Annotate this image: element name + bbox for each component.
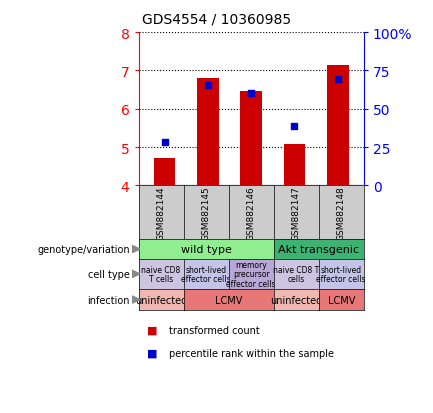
Text: short-lived
effector cells: short-lived effector cells bbox=[317, 265, 366, 284]
Text: uninfected: uninfected bbox=[135, 295, 187, 305]
Text: GSM882147: GSM882147 bbox=[292, 185, 301, 240]
Text: memory
precursor
effector cells: memory precursor effector cells bbox=[226, 260, 276, 288]
Text: ■: ■ bbox=[147, 325, 158, 335]
Text: GDS4554 / 10360985: GDS4554 / 10360985 bbox=[142, 12, 291, 26]
Text: LCMV: LCMV bbox=[215, 295, 242, 305]
Text: GSM882145: GSM882145 bbox=[202, 185, 210, 240]
Text: GSM882148: GSM882148 bbox=[337, 185, 346, 240]
Text: percentile rank within the sample: percentile rank within the sample bbox=[169, 348, 334, 358]
Text: transformed count: transformed count bbox=[169, 325, 260, 335]
Text: ■: ■ bbox=[147, 348, 158, 358]
Polygon shape bbox=[132, 296, 140, 304]
Polygon shape bbox=[132, 271, 140, 278]
Polygon shape bbox=[132, 246, 140, 253]
Text: uninfected: uninfected bbox=[270, 295, 322, 305]
Text: Akt transgenic: Akt transgenic bbox=[278, 244, 359, 254]
Text: genotype/variation: genotype/variation bbox=[37, 244, 130, 254]
Text: GSM882146: GSM882146 bbox=[247, 185, 255, 240]
Point bbox=[161, 139, 168, 146]
Text: infection: infection bbox=[87, 295, 130, 305]
Point bbox=[291, 123, 298, 130]
Text: wild type: wild type bbox=[181, 244, 232, 254]
Bar bbox=[240, 92, 262, 186]
Text: GSM882144: GSM882144 bbox=[157, 185, 165, 240]
Text: LCMV: LCMV bbox=[327, 295, 355, 305]
Text: naive CD8 T
cells: naive CD8 T cells bbox=[273, 265, 319, 284]
Bar bbox=[284, 145, 305, 186]
Text: naive CD8
T cells: naive CD8 T cells bbox=[142, 265, 181, 284]
Text: short-lived
effector cells: short-lived effector cells bbox=[181, 265, 231, 284]
Bar bbox=[197, 79, 219, 186]
Point bbox=[248, 90, 255, 97]
Point bbox=[334, 76, 341, 83]
Bar bbox=[327, 66, 349, 186]
Text: cell type: cell type bbox=[88, 269, 130, 279]
Point bbox=[204, 83, 211, 89]
Bar bbox=[154, 158, 175, 186]
